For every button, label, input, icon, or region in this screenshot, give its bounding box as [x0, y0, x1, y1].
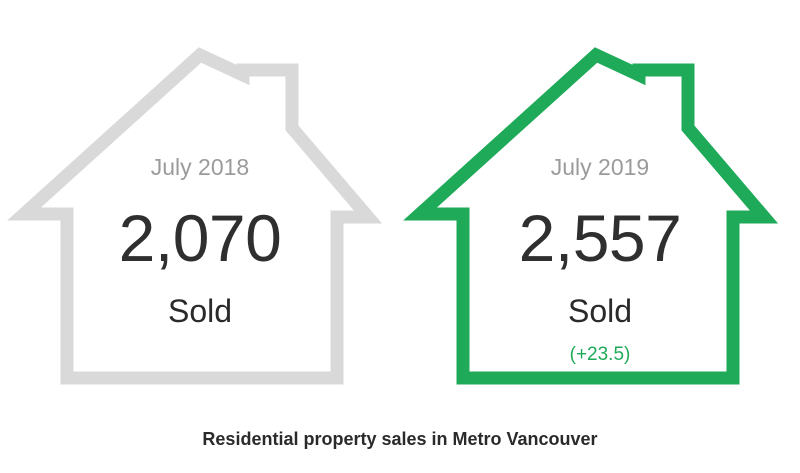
- caption: Residential property sales in Metro Vanc…: [202, 429, 598, 449]
- house-outline-previous: [7, 47, 383, 385]
- sold-label-previous: Sold: [167, 293, 233, 329]
- house-card-current: July 2019 2,557 Sold (+23.5): [400, 0, 800, 400]
- sold-count-current: 2,557: [518, 201, 682, 275]
- house-card-previous: July 2018 2,070 Sold: [0, 0, 400, 400]
- sold-label-current: Sold: [567, 293, 633, 329]
- sold-count-previous: 2,070: [118, 201, 282, 275]
- period-label-previous: July 2018: [150, 154, 250, 180]
- house-outline-current: [403, 47, 779, 385]
- house-outline-icon: [403, 47, 779, 385]
- change-value: (+23.5): [569, 344, 631, 365]
- period-label-current: July 2019: [550, 154, 650, 180]
- house-outline-icon: [7, 47, 383, 385]
